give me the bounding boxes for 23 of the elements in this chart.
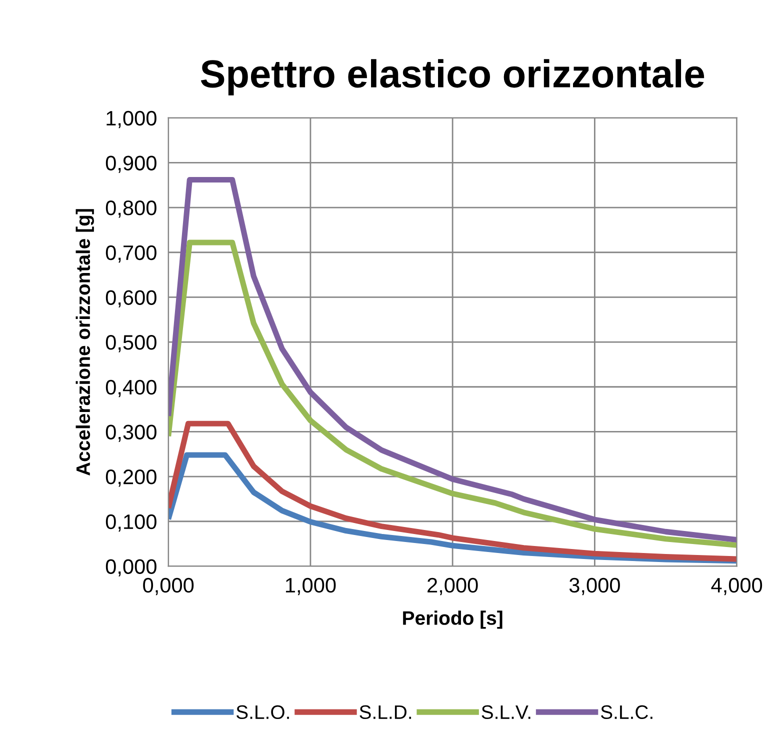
chart-title: Spettro elastico orizzontale [200, 59, 704, 96]
legend-label: S.L.D. [360, 705, 412, 720]
legend-label: S.L.O. [236, 705, 289, 720]
legend-label: S.L.V. [482, 705, 530, 720]
y-tick-label: 0,600 [106, 290, 156, 308]
y-tick-label: 0,200 [106, 470, 156, 487]
y-tick-label: 0,800 [106, 200, 156, 218]
y-tick-label: 1,000 [106, 110, 156, 128]
x-tick-label: 2,000 [428, 578, 478, 596]
x-axis-title: Periodo [s] [403, 610, 502, 629]
y-tick-label: 0,300 [106, 424, 156, 442]
y-tick-label: 0,500 [106, 335, 156, 352]
x-tick-label: 3,000 [569, 578, 620, 596]
y-tick-label: 0,400 [106, 380, 156, 398]
y-tick-label: 0,100 [106, 514, 156, 532]
y-tick-label: 0,000 [106, 559, 156, 576]
x-tick-label: 1,000 [286, 578, 336, 596]
y-tick-label: 0,700 [106, 245, 156, 263]
y-axis-title: Accelerazione orizzontale [g] [76, 209, 94, 476]
x-tick-label: 0,000 [143, 578, 194, 596]
legend-label: S.L.C. [600, 705, 652, 720]
x-tick-label: 4,000 [711, 578, 762, 596]
y-tick-label: 0,900 [106, 156, 156, 173]
